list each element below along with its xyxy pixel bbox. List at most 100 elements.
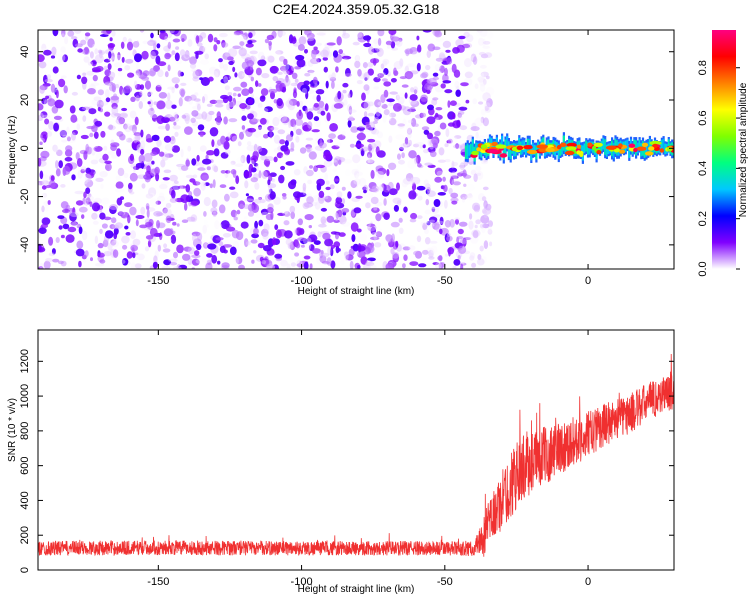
noise-mark — [284, 148, 290, 156]
noise-mark — [426, 50, 431, 58]
noise-mark — [82, 259, 87, 264]
noise-mark — [275, 50, 281, 56]
noise-mark — [373, 38, 379, 45]
noise-mark — [325, 186, 331, 191]
noise-mark — [263, 245, 272, 252]
noise-mark — [479, 83, 486, 92]
noise-mark — [69, 212, 79, 218]
noise-mark — [237, 97, 245, 101]
noise-mark — [475, 131, 479, 139]
noise-mark — [90, 82, 100, 86]
noise-mark — [462, 103, 467, 108]
carrier-mid-mark — [464, 145, 468, 159]
noise-mark — [169, 174, 178, 182]
noise-mark — [487, 228, 493, 235]
noise-mark — [382, 58, 390, 65]
noise-mark — [469, 93, 474, 100]
noise-mark — [51, 105, 59, 114]
noise-mark — [289, 53, 294, 62]
noise-mark — [337, 134, 346, 140]
noise-mark — [114, 62, 123, 68]
noise-mark — [196, 42, 203, 47]
noise-mark — [288, 98, 298, 106]
noise-mark — [191, 158, 197, 166]
noise-mark — [62, 223, 70, 230]
noise-mark — [344, 73, 352, 77]
noise-mark — [370, 169, 375, 179]
heatmap-marks — [38, 30, 674, 269]
noise-mark — [444, 158, 451, 163]
noise-mark — [299, 147, 307, 154]
carrier-mid-mark — [533, 144, 536, 155]
noise-mark — [396, 182, 400, 191]
noise-mark — [150, 114, 158, 119]
noise-mark — [60, 46, 66, 53]
noise-mark — [413, 250, 422, 256]
noise-mark — [131, 140, 141, 150]
noise-mark — [291, 55, 296, 61]
noise-mark — [253, 101, 263, 106]
noise-mark — [436, 170, 443, 176]
noise-mark — [353, 207, 362, 214]
noise-mark — [150, 151, 158, 157]
noise-mark — [277, 212, 286, 216]
noise-mark — [313, 240, 321, 246]
noise-mark — [147, 91, 153, 96]
noise-mark — [363, 145, 368, 151]
noise-mark — [253, 250, 257, 254]
noise-mark — [38, 246, 46, 253]
noise-mark — [401, 152, 405, 159]
noise-mark — [267, 55, 275, 63]
noise-mark — [374, 116, 379, 122]
noise-mark — [76, 240, 84, 249]
noise-mark — [283, 58, 288, 66]
noise-mark — [250, 76, 254, 82]
noise-mark — [133, 223, 143, 230]
carrier-mid-mark — [561, 144, 564, 155]
noise-mark — [309, 253, 316, 258]
noise-mark — [313, 102, 320, 108]
noise-mark — [313, 116, 320, 122]
noise-mark — [397, 153, 401, 160]
noise-mark — [232, 45, 241, 50]
noise-mark — [416, 185, 426, 191]
noise-mark — [47, 131, 53, 137]
noise-mark — [288, 120, 292, 129]
noise-mark — [464, 58, 472, 68]
noise-mark — [228, 75, 235, 80]
noise-mark — [169, 30, 179, 35]
noise-mark — [85, 167, 92, 174]
noise-mark — [388, 188, 398, 196]
noise-mark — [219, 184, 227, 189]
noise-mark — [157, 244, 161, 252]
noise-mark — [134, 116, 139, 126]
noise-mark — [38, 157, 42, 167]
noise-mark — [342, 82, 349, 88]
noise-mark — [129, 257, 135, 267]
noise-mark — [423, 179, 429, 186]
noise-mark — [232, 170, 237, 178]
noise-mark — [429, 216, 438, 223]
noise-mark — [129, 104, 134, 110]
noise-mark — [239, 103, 248, 109]
noise-mark — [248, 86, 254, 94]
noise-mark — [382, 60, 388, 67]
noise-mark — [421, 71, 429, 78]
noise-mark — [446, 235, 453, 242]
carrier-mid-mark — [583, 143, 586, 154]
noise-mark — [39, 85, 45, 94]
noise-mark — [178, 97, 183, 107]
noise-mark — [427, 171, 433, 175]
noise-mark — [322, 46, 331, 56]
noise-mark — [303, 255, 311, 260]
noise-mark — [175, 46, 180, 50]
noise-mark — [424, 228, 429, 235]
noise-mark — [253, 143, 258, 152]
noise-mark — [445, 128, 450, 138]
noise-mark — [43, 74, 48, 84]
noise-mark — [275, 229, 282, 239]
noise-mark — [335, 185, 340, 192]
noise-mark — [203, 242, 209, 249]
noise-mark — [247, 203, 255, 212]
noise-mark — [53, 122, 59, 132]
